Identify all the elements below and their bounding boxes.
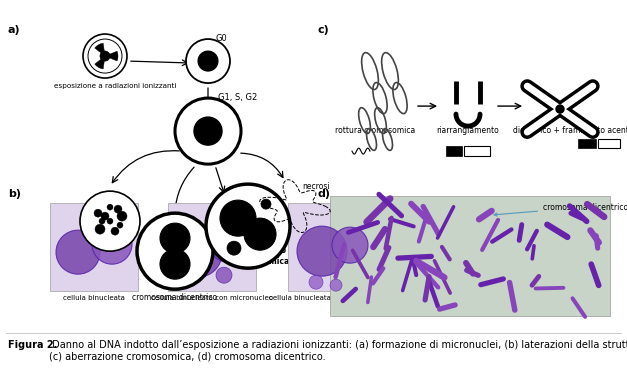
Text: dicentrico + frammento acentrico: dicentrico + frammento acentrico <box>513 126 627 135</box>
Text: d): d) <box>318 189 331 199</box>
Circle shape <box>330 279 342 291</box>
Text: necrosi: necrosi <box>302 182 330 191</box>
Circle shape <box>227 241 241 255</box>
Text: cromosoma dicentrico: cromosoma dicentrico <box>494 203 627 216</box>
Text: Danno al DNA indotto dall’esposizione a radiazioni ionizzanti: (a) formazione di: Danno al DNA indotto dall’esposizione a … <box>49 340 627 362</box>
Circle shape <box>111 227 119 235</box>
Circle shape <box>92 224 132 264</box>
Circle shape <box>160 249 190 279</box>
Circle shape <box>80 191 140 251</box>
Polygon shape <box>95 43 105 56</box>
Text: micronucleo (rottura
cromosomica): micronucleo (rottura cromosomica) <box>233 246 323 266</box>
Text: G0: G0 <box>215 34 227 43</box>
Text: b): b) <box>8 189 21 199</box>
Circle shape <box>309 275 323 289</box>
Circle shape <box>174 229 222 277</box>
Circle shape <box>261 199 271 209</box>
Circle shape <box>95 224 105 234</box>
FancyBboxPatch shape <box>464 146 490 156</box>
Circle shape <box>332 227 368 263</box>
Text: apoptosi: apoptosi <box>93 255 127 264</box>
Circle shape <box>194 117 222 145</box>
Circle shape <box>209 224 247 262</box>
Circle shape <box>137 213 213 289</box>
FancyBboxPatch shape <box>598 139 620 148</box>
Circle shape <box>101 212 109 220</box>
Circle shape <box>297 226 347 276</box>
Text: cellula binucleata: cellula binucleata <box>63 295 125 301</box>
Text: riarrangiamento: riarrangiamento <box>436 126 499 135</box>
Text: cellula binucleata con micronucleo: cellula binucleata con micronucleo <box>151 295 273 301</box>
FancyBboxPatch shape <box>168 203 256 291</box>
Text: cromosoma dicentrico: cromosoma dicentrico <box>132 293 218 302</box>
Text: rottura cromosomica: rottura cromosomica <box>335 126 415 135</box>
Circle shape <box>117 222 123 228</box>
FancyBboxPatch shape <box>50 203 138 291</box>
Circle shape <box>107 204 113 210</box>
Circle shape <box>175 98 241 164</box>
FancyBboxPatch shape <box>446 146 462 156</box>
Circle shape <box>220 200 256 236</box>
Circle shape <box>556 105 564 113</box>
Circle shape <box>117 211 127 221</box>
Circle shape <box>114 205 122 213</box>
Circle shape <box>56 230 100 274</box>
Circle shape <box>206 184 290 268</box>
Circle shape <box>100 51 110 61</box>
Text: G1, S, G2: G1, S, G2 <box>218 93 257 102</box>
Text: a): a) <box>8 25 21 35</box>
Circle shape <box>198 51 218 71</box>
Circle shape <box>99 218 105 224</box>
Text: Figura 2.: Figura 2. <box>8 340 57 350</box>
Polygon shape <box>95 56 105 69</box>
Circle shape <box>94 209 102 217</box>
Circle shape <box>244 218 276 250</box>
Circle shape <box>107 218 113 224</box>
Text: cellula binucleata con 2 micronuclei: cellula binucleata con 2 micronuclei <box>269 295 395 301</box>
FancyBboxPatch shape <box>578 139 596 148</box>
Circle shape <box>216 267 232 283</box>
FancyBboxPatch shape <box>330 196 610 316</box>
Circle shape <box>186 39 230 83</box>
Circle shape <box>160 223 190 253</box>
Text: esposizione a radiazioni ionizzanti: esposizione a radiazioni ionizzanti <box>54 83 176 89</box>
Polygon shape <box>105 51 118 61</box>
FancyBboxPatch shape <box>288 203 376 291</box>
Text: c): c) <box>318 25 330 35</box>
